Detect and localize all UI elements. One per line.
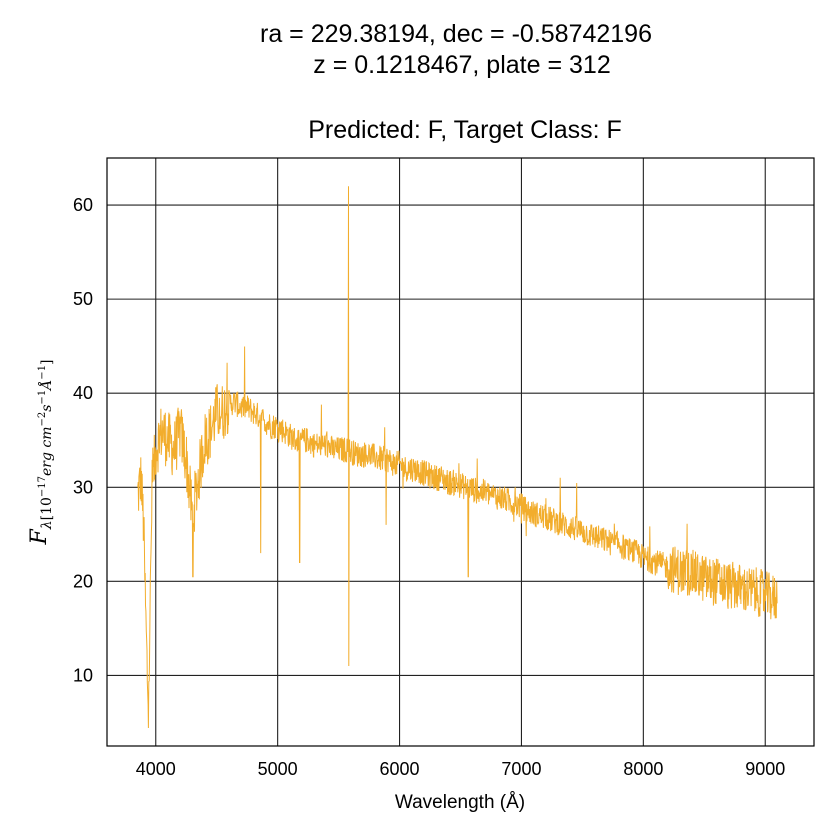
y-label-s: s xyxy=(39,405,55,412)
y-tick-label: 50 xyxy=(73,289,93,309)
title-line-prediction: Predicted: F, Target Class: F xyxy=(308,116,622,144)
x-tick-label: 7000 xyxy=(501,759,541,779)
y-label-flux: F xyxy=(27,529,52,546)
grid-lines xyxy=(107,158,814,746)
x-axis-ticks: 4000 5000 6000 7000 8000 9000 xyxy=(136,759,786,779)
x-tick-label: 5000 xyxy=(258,759,298,779)
y-tick-label: 20 xyxy=(73,571,93,591)
y-label-exp4: −1 xyxy=(37,365,48,380)
y-tick-label: 30 xyxy=(73,477,93,497)
title-line-coords: ra = 229.38194, dec = -0.58742196 xyxy=(260,20,652,48)
y-tick-label: 40 xyxy=(73,383,93,403)
y-label-angstrom: Å xyxy=(37,380,55,392)
chart-title-group: ra = 229.38194, dec = -0.58742196 z = 0.… xyxy=(260,20,652,144)
y-label-exp2: −2 xyxy=(37,412,48,427)
y-axis-ticks: 10 20 30 40 50 60 xyxy=(73,195,93,685)
spectrum-line xyxy=(137,186,778,729)
y-label-lambda: λ xyxy=(39,520,55,530)
plot-frame xyxy=(106,157,815,747)
x-tick-label: 9000 xyxy=(745,759,785,779)
y-label-scale: [10 xyxy=(39,497,55,520)
spectrum-series xyxy=(137,186,778,729)
x-axis-label: Wavelength (Å) xyxy=(395,792,525,813)
x-tick-label: 4000 xyxy=(136,759,176,779)
y-label-close: ] xyxy=(39,359,55,364)
y-label-exp1: −17 xyxy=(37,476,48,497)
y-label-exp3: −1 xyxy=(37,390,48,405)
y-tick-label: 10 xyxy=(73,665,93,685)
y-axis-label: Fλ[10−17erg cm−2s−1Å−1] xyxy=(27,359,55,545)
y-axis-label-text: Fλ[10−17erg cm−2s−1Å−1] xyxy=(27,359,55,545)
title-line-redshift: z = 0.1218467, plate = 312 xyxy=(313,51,610,79)
x-tick-label: 6000 xyxy=(380,759,420,779)
y-tick-label: 60 xyxy=(73,195,93,215)
x-tick-label: 8000 xyxy=(623,759,663,779)
y-label-erg-cm: erg cm xyxy=(39,426,55,476)
